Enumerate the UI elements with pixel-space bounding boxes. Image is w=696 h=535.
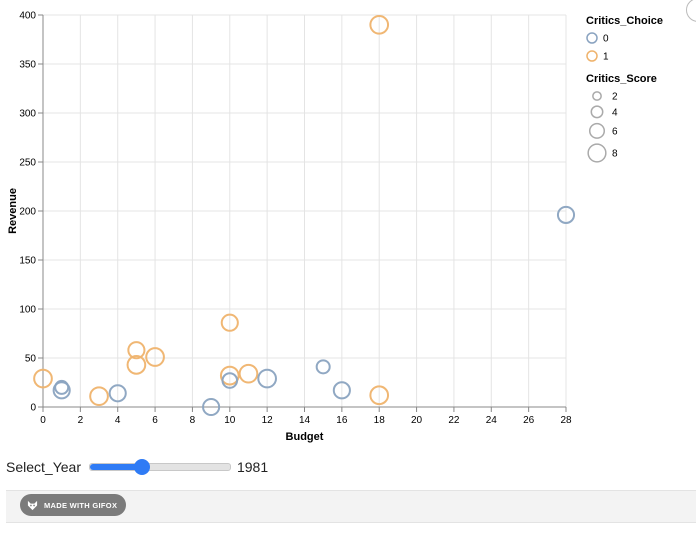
data-point xyxy=(369,385,390,406)
data-point xyxy=(220,313,239,332)
y-tick-label: 250 xyxy=(19,158,36,169)
x-tick-label: 10 xyxy=(224,415,236,426)
data-point xyxy=(332,381,351,400)
x-tick-label: 0 xyxy=(40,415,46,426)
data-point xyxy=(145,347,165,367)
legend-size-symbol xyxy=(587,143,607,163)
legend-size-title: Critics_Score xyxy=(586,73,657,85)
data-point xyxy=(89,386,109,407)
data-point xyxy=(219,365,240,386)
data-point xyxy=(33,368,53,389)
legend-size-symbol xyxy=(590,105,604,119)
data-point xyxy=(202,397,221,417)
y-tick-label: 150 xyxy=(19,256,36,267)
year-slider-row: Select_Year 1981 xyxy=(6,456,268,478)
x-tick-label: 4 xyxy=(115,415,121,426)
y-tick-label: 50 xyxy=(25,354,37,365)
legend-size-symbol xyxy=(592,91,602,101)
x-tick-label: 14 xyxy=(299,415,311,426)
legend-size-symbol xyxy=(588,122,606,139)
x-tick-label: 2 xyxy=(78,415,84,426)
slider-thumb[interactable] xyxy=(133,459,150,475)
legend-color-symbol xyxy=(586,32,598,44)
x-tick-label: 28 xyxy=(560,415,572,426)
y-tick-label: 400 xyxy=(19,11,36,22)
x-tick-label: 18 xyxy=(374,415,386,426)
y-axis-title: Revenue xyxy=(7,188,19,234)
slider-label: Select_Year xyxy=(6,459,81,475)
x-tick-label: 6 xyxy=(152,415,158,426)
chart-axes: 0 2 4 6 8 10 12 14 16 18 20 22 24 26 28050100150200250… xyxy=(19,11,572,427)
x-tick-label: 22 xyxy=(448,415,460,426)
data-point xyxy=(221,372,239,389)
scatter-chart: 0 2 4 6 8 10 12 14 16 18 20 22 24 26 28050100150200250… xyxy=(7,11,663,444)
legend-size-label: 4 xyxy=(612,107,618,118)
gifox-badge-text: MADE WITH GIFOX xyxy=(44,500,118,510)
legend-size-label: 8 xyxy=(612,149,618,160)
chart-legend: Critics_Choice Critics_Score 0 1 2 4 6 8 xyxy=(586,15,663,163)
fox-icon xyxy=(27,500,38,510)
legend-size-label: 6 xyxy=(612,126,618,137)
data-point xyxy=(315,359,331,375)
y-tick-label: 0 xyxy=(30,403,36,414)
x-tick-label: 8 xyxy=(190,415,196,426)
data-point xyxy=(556,205,576,224)
data-point xyxy=(52,381,71,400)
y-tick-label: 100 xyxy=(19,305,36,316)
y-tick-label: 200 xyxy=(19,207,36,218)
x-tick-label: 12 xyxy=(262,415,274,426)
year-slider[interactable] xyxy=(88,459,231,475)
legend-color-label: 0 xyxy=(603,34,609,45)
y-tick-label: 350 xyxy=(19,60,36,71)
x-tick-label: 20 xyxy=(411,415,423,426)
data-point xyxy=(126,355,147,375)
data-point xyxy=(369,14,390,35)
x-tick-label: 24 xyxy=(486,415,498,426)
footer-bar: MADE WITH GIFOX xyxy=(6,490,696,523)
x-tick-label: 16 xyxy=(336,415,348,426)
y-tick-label: 300 xyxy=(19,109,36,120)
chart-grid xyxy=(42,14,567,408)
slider-value: 1981 xyxy=(236,459,269,475)
legend-color-label: 1 xyxy=(603,52,609,63)
slider-fill xyxy=(89,464,142,470)
chart-points xyxy=(33,14,576,417)
data-point xyxy=(238,363,259,384)
gifox-badge[interactable]: MADE WITH GIFOX xyxy=(20,494,127,516)
data-point xyxy=(257,368,277,389)
data-point xyxy=(127,341,146,360)
legend-color-title: Critics_Choice xyxy=(586,15,663,27)
x-tick-label: 26 xyxy=(523,415,535,426)
x-axis-title: Budget xyxy=(286,431,324,443)
data-point xyxy=(108,384,127,403)
legend-size-label: 2 xyxy=(612,92,618,103)
legend-color-symbol xyxy=(586,50,598,62)
